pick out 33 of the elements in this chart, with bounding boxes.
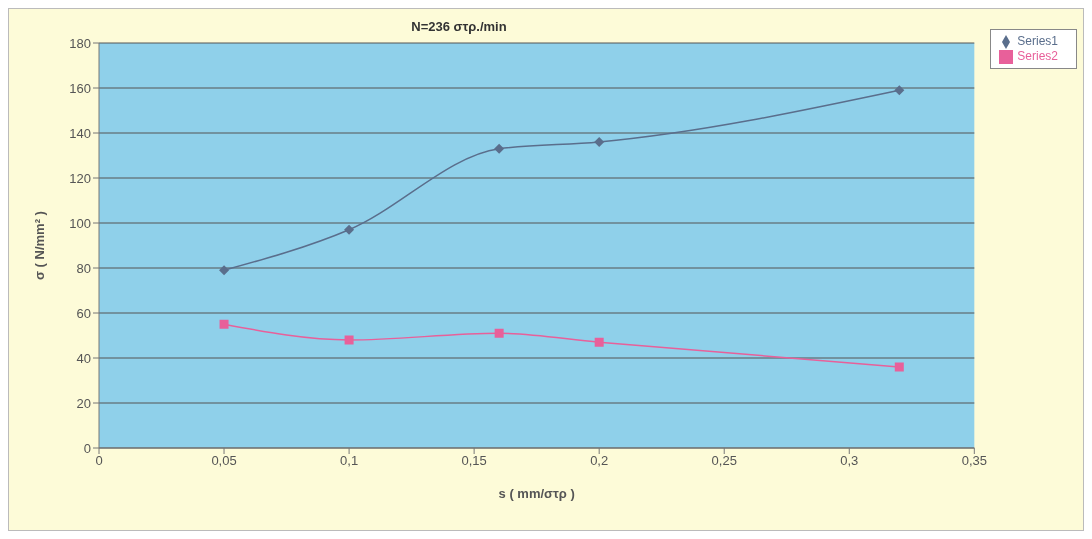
point: [894, 362, 904, 372]
y-tick-label: 120: [69, 170, 91, 186]
x-tick-label: 0,2: [590, 453, 609, 469]
y-tick-label: 140: [69, 125, 91, 141]
x-tick-label: 0,05: [211, 453, 237, 469]
x-tick-label: 0,35: [961, 453, 987, 469]
chart-title: N=236 στρ./min: [410, 19, 508, 34]
y-tick-label: 40: [76, 350, 91, 366]
point: [494, 328, 504, 338]
legend-label: Series1: [1017, 34, 1058, 48]
point: [344, 224, 355, 235]
point: [219, 319, 229, 329]
x-tick-label: 0,3: [840, 453, 859, 469]
x-axis-title: s ( mm/στρ ): [498, 486, 575, 501]
point: [594, 337, 604, 347]
point: [594, 137, 605, 147]
point: [344, 335, 354, 345]
y-tick-label: 100: [69, 215, 91, 231]
y-tick-label: 20: [76, 395, 91, 411]
x-tick-label: 0,15: [461, 453, 487, 469]
y-tick-label: 180: [69, 35, 91, 51]
y-axis-title: σ ( N/mm² ): [31, 211, 47, 280]
x-tick-label: 0,1: [340, 453, 359, 469]
y-tick-label: 0: [83, 440, 91, 456]
x-tick-label: 0: [95, 453, 103, 469]
point: [494, 143, 505, 154]
legend-label: Series2: [1017, 48, 1058, 63]
y-tick-label: 160: [69, 80, 91, 96]
y-tick-label: 80: [76, 260, 91, 276]
y-tick-label: 60: [76, 305, 91, 321]
point: [219, 265, 230, 276]
x-tick-label: 0,25: [711, 453, 737, 469]
point: [894, 85, 905, 96]
